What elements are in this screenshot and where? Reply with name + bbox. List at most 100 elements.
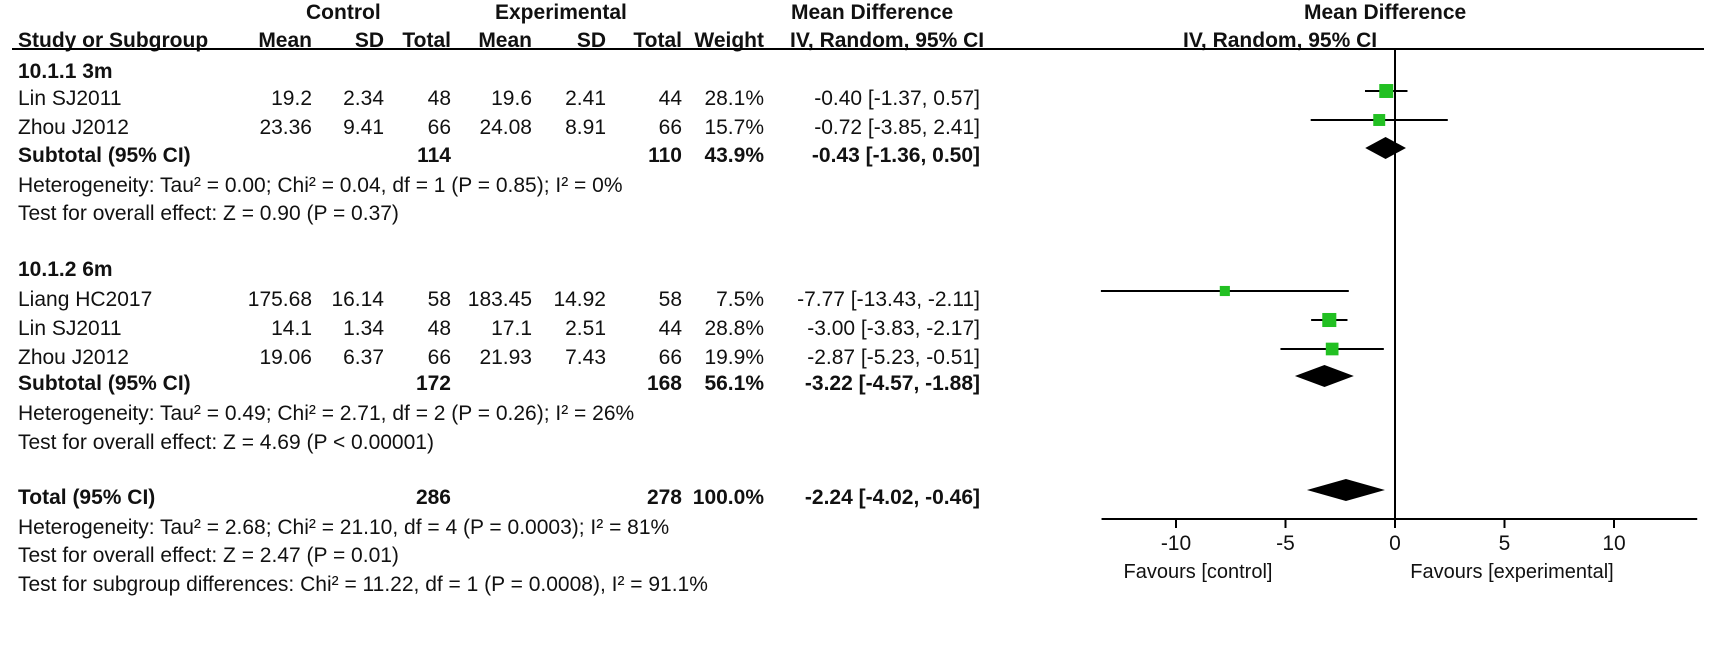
ci-text: -2.24 [-4.02, -0.46] (804, 486, 980, 509)
plot-ci-header: IV, Random, 95% CI (1183, 29, 1378, 52)
subtotal-label: Subtotal (95% CI) (18, 372, 191, 395)
experimental-sd: 2.51 (565, 317, 606, 340)
study-point-marker (1379, 84, 1394, 98)
experimental-total: 110 (648, 144, 682, 167)
experimental-mean: 21.93 (479, 346, 532, 369)
heterogeneity-text: Heterogeneity: Tau² = 0.00; Chi² = 0.04,… (18, 174, 623, 197)
x-tick-label: 5 (1499, 532, 1511, 555)
weight: 28.1% (704, 87, 764, 110)
control-sd: 6.37 (343, 346, 384, 369)
study-name: Lin SJ2011 (18, 317, 122, 340)
experimental-total: 66 (658, 116, 682, 139)
control-total: 66 (427, 116, 451, 139)
total-label: Total (95% CI) (18, 486, 156, 509)
experimental-total: 66 (658, 346, 682, 369)
control-total: 114 (417, 144, 451, 167)
favours-control-label: Favours [control] (1123, 561, 1273, 583)
weight: 15.7% (704, 116, 764, 139)
experimental-sd: 14.92 (553, 288, 606, 311)
x-tick-label: 10 (1602, 532, 1625, 555)
group-title: 10.1.2 6m (18, 258, 113, 281)
study-name: Zhou J2012 (18, 346, 129, 369)
study-point-marker (1219, 285, 1230, 297)
weight: 28.8% (704, 317, 764, 340)
x-tick-label: -10 (1161, 532, 1191, 555)
control-sd: 2.34 (343, 87, 384, 110)
control-mean-header: Mean (258, 29, 312, 52)
experimental-sd: 7.43 (565, 346, 606, 369)
control-sd: 1.34 (343, 317, 384, 340)
ci-text: -0.43 [-1.36, 0.50] (811, 144, 980, 167)
heterogeneity-text: Heterogeneity: Tau² = 2.68; Chi² = 21.10… (18, 516, 670, 539)
experimental-mean: 24.08 (479, 116, 532, 139)
control-mean: 19.2 (271, 87, 312, 110)
experimental-mean: 19.6 (491, 87, 532, 110)
subtotal-label: Subtotal (95% CI) (18, 144, 191, 167)
ci-text: -7.77 [-13.43, -2.11] (797, 288, 980, 311)
plot-mean-difference-header: Mean Difference (1304, 1, 1467, 24)
mean-difference-header: Mean Difference (791, 1, 954, 24)
study-name: Lin SJ2011 (18, 87, 122, 110)
study-point-marker (1373, 114, 1386, 126)
experimental-total-header: Total (633, 29, 682, 52)
heterogeneity-text: Heterogeneity: Tau² = 0.49; Chi² = 2.71,… (18, 402, 635, 425)
subgroup-differences-text: Test for subgroup differences: Chi² = 11… (18, 573, 708, 596)
ci-text: -0.72 [-3.85, 2.41] (814, 116, 980, 139)
pooled-diamond (1294, 365, 1354, 387)
control-sd: 9.41 (343, 116, 384, 139)
experimental-header: Experimental (495, 1, 627, 24)
experimental-sd-header: SD (576, 29, 606, 52)
experimental-mean: 183.45 (467, 288, 532, 311)
overall-effect-text: Test for overall effect: Z = 2.47 (P = 0… (18, 544, 399, 567)
experimental-total: 278 (646, 486, 682, 509)
control-mean: 14.1 (271, 317, 312, 340)
weight: 100.0% (692, 486, 764, 509)
study-name: Zhou J2012 (18, 116, 129, 139)
weight: 43.9% (704, 144, 764, 167)
ci-text: -3.00 [-3.83, -2.17] (807, 317, 980, 340)
control-total-header: Total (402, 29, 451, 52)
study-point-marker (1322, 312, 1337, 328)
experimental-total: 58 (658, 288, 682, 311)
control-total: 66 (427, 346, 451, 369)
control-total: 286 (415, 486, 451, 509)
ci-text: -0.40 [-1.37, 0.57] (814, 87, 980, 110)
control-mean: 175.68 (247, 288, 312, 311)
experimental-total: 44 (658, 317, 682, 340)
ci-column-header: IV, Random, 95% CI (790, 29, 985, 52)
ci-text: -2.87 [-5.23, -0.51] (807, 346, 980, 369)
x-tick-label: -5 (1276, 532, 1295, 555)
weight: 19.9% (704, 346, 764, 369)
overall-effect-text: Test for overall effect: Z = 0.90 (P = 0… (18, 202, 399, 225)
control-header: Control (306, 1, 381, 24)
pooled-diamond (1306, 479, 1385, 501)
experimental-mean: 17.1 (491, 317, 532, 340)
control-total: 58 (427, 288, 451, 311)
experimental-sd: 2.41 (565, 87, 606, 110)
favours-experimental-label: Favours [experimental] (1410, 561, 1614, 583)
control-total: 48 (427, 87, 451, 110)
control-total: 48 (427, 317, 451, 340)
ci-text: -3.22 [-4.57, -1.88] (804, 372, 980, 395)
weight-header: Weight (694, 29, 764, 52)
x-tick-label: 0 (1389, 532, 1401, 555)
experimental-sd: 8.91 (565, 116, 606, 139)
control-total: 172 (415, 372, 451, 395)
weight: 7.5% (716, 288, 764, 311)
experimental-total: 168 (646, 372, 682, 395)
experimental-total: 44 (658, 87, 682, 110)
control-sd: 16.14 (331, 288, 384, 311)
pooled-diamond (1365, 137, 1406, 159)
study-point-marker (1325, 342, 1339, 356)
group-title: 10.1.1 3m (18, 60, 113, 83)
control-sd-header: SD (354, 29, 384, 52)
header-divider (12, 48, 1704, 50)
study-name: Liang HC2017 (18, 288, 153, 311)
weight: 56.1% (704, 372, 764, 395)
overall-effect-text: Test for overall effect: Z = 4.69 (P < 0… (18, 431, 434, 454)
control-mean: 23.36 (259, 116, 312, 139)
control-mean: 19.06 (259, 346, 312, 369)
experimental-mean-header: Mean (478, 29, 532, 52)
study-column-header: Study or Subgroup (18, 29, 209, 52)
